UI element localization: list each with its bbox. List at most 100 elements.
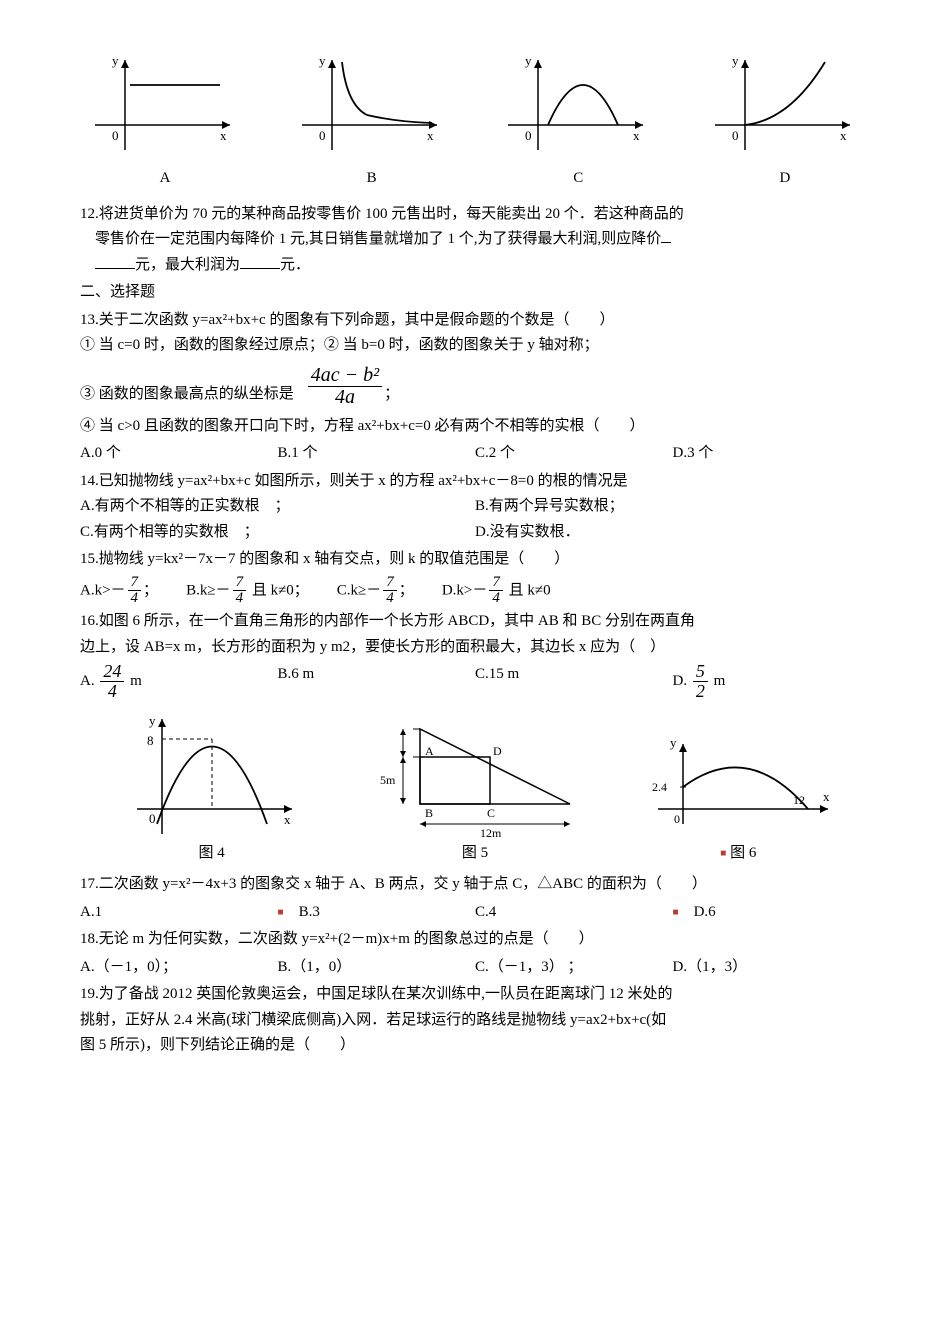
- q18: 18.无论 m 为任何实数，二次函数 y=x²+(2－m)x+m 的图象总过的点…: [80, 927, 870, 980]
- q16: 16.如图 6 所示，在一个直角三角形的内部作一个长方形 ABCD，其中 AB …: [80, 609, 870, 701]
- q13-opt-d: D.3 个: [673, 441, 871, 467]
- q12: 12.将进货单价为 70 元的某种商品按零售价 100 元售出时，每天能卖出 2…: [80, 202, 870, 279]
- q12-line2: 零售价在一定范围内每降价 1 元,其日销售量就增加了 1 个,为了获得最大利润,…: [95, 231, 661, 247]
- figure-captions: 图 4 图 5 ■ 图 6: [80, 841, 870, 867]
- svg-text:y: y: [149, 713, 156, 728]
- q16-opt-a: A. 244 m: [80, 662, 278, 701]
- fig4-caption: 图 4: [80, 841, 343, 867]
- svg-text:12m: 12m: [480, 826, 502, 839]
- fig5: A D B C 5m 12m: [343, 709, 606, 839]
- q17-opt-a: A.1: [80, 900, 278, 926]
- graph-label-d: D: [700, 166, 870, 192]
- fig6-caption: ■ 图 6: [607, 841, 870, 867]
- svg-text:x: x: [284, 812, 291, 827]
- dot-icon: ■: [673, 907, 679, 918]
- q15-line1: 15.抛物线 y=kx²－7x－7 的图象和 x 轴有交点，则 k 的取值范围是…: [80, 547, 870, 573]
- q14-line1: 14.已知抛物线 y=ax²+bx+c 如图所示，则关于 x 的方程 ax²+b…: [80, 469, 870, 495]
- svg-text:C: C: [487, 806, 495, 820]
- q15-opt-d: D.k>－74 且 k≠0: [442, 575, 551, 608]
- fig6: y x 2.4 0 12: [607, 729, 870, 839]
- svg-text:0: 0: [319, 128, 326, 143]
- q15: 15.抛物线 y=kx²－7x－7 的图象和 x 轴有交点，则 k 的取值范围是…: [80, 547, 870, 607]
- q12-line3b: 元．: [280, 257, 310, 273]
- q13-opt-a: A.0 个: [80, 441, 278, 467]
- q12-line1: 12.将进货单价为 70 元的某种商品按零售价 100 元售出时，每天能卖出 2…: [80, 202, 870, 228]
- svg-text:2.4: 2.4: [652, 780, 667, 794]
- q17-options: A.1 ■ B.3 C.4 ■ D.6: [80, 900, 870, 926]
- q18-options: A.（－1，0）； B.（1，0） C.（－1，3） ； D.（1，3）: [80, 955, 870, 981]
- q18-opt-b: B.（1，0）: [278, 955, 476, 981]
- q13-line2: ① 当 c=0 时，函数的图象经过原点；② 当 b=0 时，函数的图象关于 y …: [80, 333, 870, 359]
- svg-text:A: A: [425, 744, 434, 758]
- q16-line1: 16.如图 6 所示，在一个直角三角形的内部作一个长方形 ABCD，其中 AB …: [80, 609, 870, 635]
- q13-line3a: ③ 函数的图象最高点的纵坐标是: [80, 382, 294, 408]
- q17: 17.二次函数 y=x²－4x+3 的图象交 x 轴于 A、B 两点，交 y 轴…: [80, 872, 870, 925]
- svg-text:y: y: [525, 53, 532, 68]
- svg-text:B: B: [425, 806, 433, 820]
- q18-line1: 18.无论 m 为任何实数，二次函数 y=x²+(2－m)x+m 的图象总过的点…: [80, 927, 870, 953]
- svg-text:x: x: [840, 128, 847, 143]
- q16-opt-c: C.15 m: [475, 662, 673, 701]
- graph-d: y x 0: [700, 50, 870, 160]
- top-graph-row: y x 0 y x 0 y x 0: [80, 50, 870, 160]
- q17-line1: 17.二次函数 y=x²－4x+3 的图象交 x 轴于 A、B 两点，交 y 轴…: [80, 872, 870, 898]
- q16-opt-d: D. 52 m: [673, 662, 871, 701]
- graph-label-c: C: [493, 166, 663, 192]
- svg-text:8: 8: [147, 733, 154, 748]
- q13-line4: ④ 当 c>0 且函数的图象开口向下时，方程 ax²+bx+c=0 必有两个不相…: [80, 414, 870, 440]
- fig5-caption: 图 5: [343, 841, 606, 867]
- graph-label-b: B: [287, 166, 457, 192]
- q19-line3: 图 5 所示)，则下列结论正确的是（ ）: [80, 1033, 870, 1059]
- q17-opt-c: C.4: [475, 900, 673, 926]
- q13-options: A.0 个 B.1 个 C.2 个 D.3 个: [80, 441, 870, 467]
- q15-opt-c: C.k≥－74；: [337, 575, 414, 608]
- q15-options: A.k>－74； B.k≥－74 且 k≠0； C.k≥－74； D.k>－74…: [80, 575, 870, 608]
- top-graph-labels: A B C D: [80, 166, 870, 192]
- svg-text:y: y: [732, 53, 739, 68]
- q19-line1: 19.为了备战 2012 英国伦敦奥运会，中国足球队在某次训练中,一队员在距离球…: [80, 982, 870, 1008]
- graph-c: y x 0: [493, 50, 663, 160]
- q19-line2: 挑射，正好从 2.4 米高(球门横梁底侧高)入网．若足球运行的路线是抛物线 y=…: [80, 1008, 870, 1034]
- q13-fraction: 4ac − b² 4a: [308, 365, 382, 408]
- q19: 19.为了备战 2012 英国伦敦奥运会，中国足球队在某次训练中,一队员在距离球…: [80, 982, 870, 1059]
- q14-opt-a: A.有两个不相等的正实数根 ；: [80, 494, 475, 520]
- q15-opt-a: A.k>－74；: [80, 575, 158, 608]
- svg-text:D: D: [493, 744, 502, 758]
- svg-text:0: 0: [732, 128, 739, 143]
- q13-opt-b: B.1 个: [278, 441, 476, 467]
- q16-opt-b: B.6 m: [278, 662, 476, 701]
- svg-text:y: y: [112, 53, 119, 68]
- svg-text:0: 0: [112, 128, 119, 143]
- section-2-heading: 二、选择题: [80, 280, 870, 306]
- q13-line1: 13.关于二次函数 y=ax²+bx+c 的图象有下列命题，其中是假命题的个数是…: [80, 308, 870, 334]
- svg-text:y: y: [670, 735, 677, 750]
- q14: 14.已知抛物线 y=ax²+bx+c 如图所示，则关于 x 的方程 ax²+b…: [80, 469, 870, 546]
- svg-text:x: x: [220, 128, 227, 143]
- q13: 13.关于二次函数 y=ax²+bx+c 的图象有下列命题，其中是假命题的个数是…: [80, 308, 870, 467]
- svg-text:0: 0: [674, 812, 680, 826]
- q16-options: A. 244 m B.6 m C.15 m D. 52 m: [80, 662, 870, 701]
- svg-text:0: 0: [149, 811, 156, 826]
- q16-line2: 边上，设 AB=x m，长方形的面积为 y m2，要使长方形的面积最大，其边长 …: [80, 635, 870, 661]
- svg-text:x: x: [823, 789, 830, 804]
- q14-opt-b: B.有两个异号实数根；: [475, 494, 870, 520]
- q18-opt-a: A.（－1，0）；: [80, 955, 278, 981]
- q12-line3a: 元，最大利润为: [135, 257, 240, 273]
- svg-text:0: 0: [525, 128, 532, 143]
- svg-text:5m: 5m: [380, 773, 396, 787]
- dot-icon: ■: [278, 907, 284, 918]
- svg-text:x: x: [427, 128, 434, 143]
- q17-opt-b: ■ B.3: [278, 900, 476, 926]
- q14-opt-c: C.有两个相等的实数根 ；: [80, 520, 475, 546]
- q18-opt-d: D.（1，3）: [673, 955, 871, 981]
- graph-b: y x 0: [287, 50, 457, 160]
- figure-row: y x 8 0 A D B C 5m 12m: [80, 709, 870, 839]
- q14-opt-d: D.没有实数根．: [475, 520, 870, 546]
- q13-line3b: ；: [384, 382, 399, 408]
- fig4: y x 8 0: [80, 709, 343, 839]
- q15-opt-b: B.k≥－74 且 k≠0；: [186, 575, 309, 608]
- dot-icon: ■: [720, 848, 726, 859]
- q13-opt-c: C.2 个: [475, 441, 673, 467]
- q18-opt-c: C.（－1，3） ；: [475, 955, 673, 981]
- q17-opt-d: ■ D.6: [673, 900, 871, 926]
